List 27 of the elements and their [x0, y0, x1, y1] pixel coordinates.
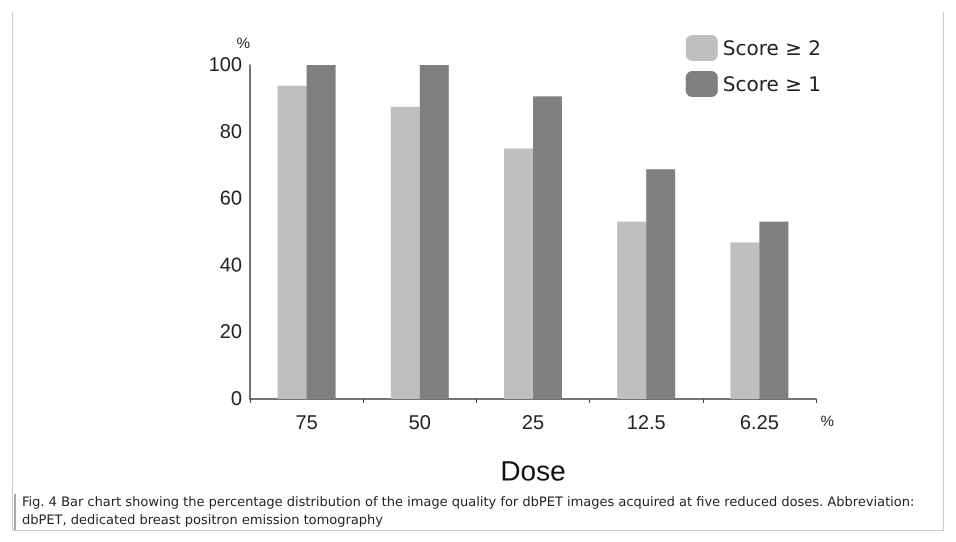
y-tick-label: 60 — [220, 188, 242, 210]
y-axis-title: % — [236, 35, 250, 52]
bar — [504, 148, 533, 399]
bar — [617, 222, 646, 399]
y-tick-label: 0 — [230, 388, 242, 410]
bar — [420, 65, 449, 399]
caption: Fig. 4 Bar chart showing the percentage distribution of the image quality for dbPET images acquired at five reduced doses. Abbreviation: dbPET, dedicated breast positron emission tomography — [14, 494, 942, 530]
bar — [390, 106, 420, 399]
bar — [646, 169, 676, 399]
bar — [306, 65, 336, 399]
x-tick-label: 50 — [408, 412, 431, 434]
bar — [730, 242, 760, 399]
y-tick-label: 20 — [220, 321, 242, 344]
x-tick-label: 75 — [295, 412, 318, 434]
bar — [278, 86, 307, 399]
bar — [759, 222, 788, 399]
x-tick-label: 6.25 — [740, 412, 779, 434]
y-tick-label: 40 — [220, 254, 242, 276]
y-tick-label: 80 — [220, 120, 242, 143]
legend-label: Score ≥ 2 — [722, 36, 822, 60]
text: % — [820, 413, 834, 430]
legend-label: Score ≥ 1 — [722, 72, 822, 96]
y-tick-label: 100 — [208, 54, 242, 76]
x-axis-title: Dose — [500, 456, 566, 486]
bar — [533, 96, 562, 399]
x-tick-label: 25 — [522, 412, 544, 434]
x-tick-label: 12.5 — [626, 412, 666, 434]
